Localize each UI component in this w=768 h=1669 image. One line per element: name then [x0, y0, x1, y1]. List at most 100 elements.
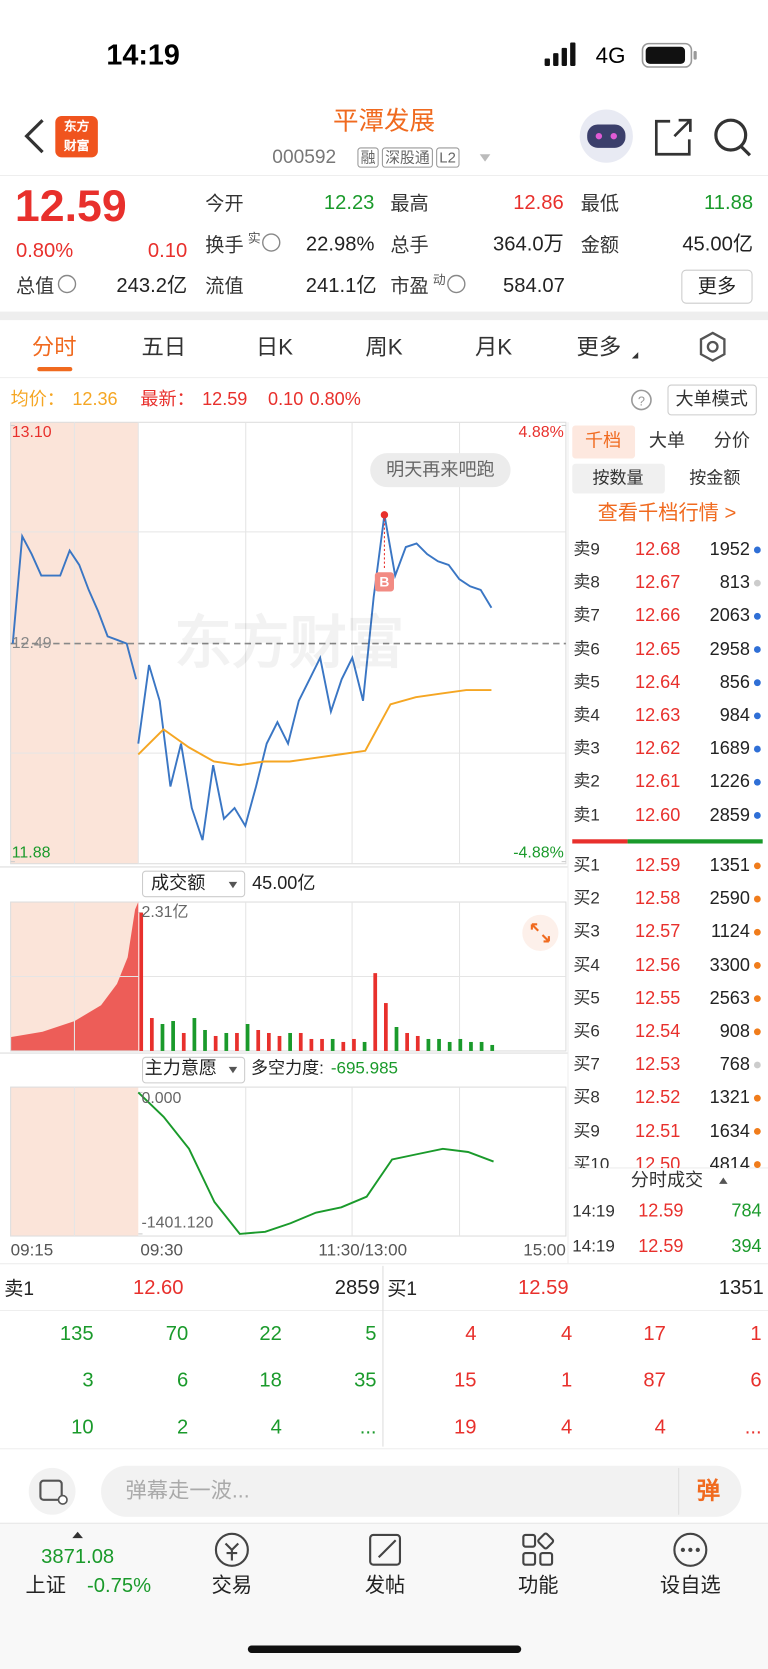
index-name[interactable]: 上证	[25, 1574, 66, 1598]
y2-tick-label: -4.88%	[513, 843, 564, 862]
nav-item[interactable]: 功能	[518, 1574, 559, 1598]
depth-price: 12.58	[635, 888, 681, 909]
depth-price: 12.63	[635, 705, 681, 726]
buy-volume: 1351	[718, 1277, 764, 1300]
depth-dot	[753, 712, 761, 720]
nav-icons[interactable]	[214, 1532, 708, 1567]
nav-item[interactable]: 交易	[211, 1574, 253, 1598]
depth-subtab[interactable]: 按数量	[592, 469, 644, 488]
dropdown-arrow	[228, 1066, 238, 1074]
collapse-arrow[interactable]	[719, 1177, 728, 1184]
volume-bar	[426, 1038, 431, 1051]
depth-dot	[753, 962, 761, 969]
depth-volume: 2563	[709, 987, 750, 1008]
comment-input[interactable]	[101, 1465, 742, 1517]
depth-price: 12.62	[635, 738, 681, 759]
volume-bar	[181, 1032, 186, 1051]
avatar[interactable]	[579, 109, 633, 163]
settings-icon[interactable]	[699, 331, 726, 362]
volume-bar	[469, 1041, 473, 1051]
sell-volume: 2859	[334, 1277, 380, 1300]
tab[interactable]: 月K	[474, 335, 513, 360]
stat-sup: 实	[247, 230, 261, 246]
x-tick-label: 15:00	[523, 1241, 566, 1260]
depth-label: 买5	[573, 989, 600, 1008]
queue-cell: 4	[561, 1416, 573, 1439]
bubble[interactable]	[370, 453, 511, 488]
comment-placeholder[interactable]: 弹幕走一波...	[125, 1479, 250, 1504]
logo-text: 东方	[63, 118, 90, 134]
tab[interactable]: 五日	[141, 335, 187, 360]
expand-arrow[interactable]	[72, 1531, 83, 1539]
depth-label: 卖4	[573, 706, 600, 725]
stat-value: 22.98%	[305, 233, 375, 256]
expand-icon[interactable]	[522, 914, 559, 951]
logo[interactable]	[55, 115, 98, 158]
depth-label: 卖7	[573, 607, 600, 626]
network: 4G	[595, 44, 626, 69]
index-value[interactable]: 3871.08	[41, 1546, 115, 1569]
force-label[interactable]: 主力意愿	[144, 1058, 217, 1079]
depth-volume: 4814	[709, 1153, 750, 1168]
depth-label: 卖3	[573, 739, 600, 758]
volume-selector[interactable]	[142, 870, 246, 898]
queue-cell: 17	[643, 1322, 666, 1346]
nav-item[interactable]: 发帖	[364, 1574, 406, 1598]
tag: 深股通	[381, 147, 433, 168]
tab-active[interactable]	[572, 425, 636, 459]
more-button[interactable]	[681, 269, 753, 304]
share-icon[interactable]	[654, 118, 692, 156]
depth-price: 12.54	[635, 1020, 681, 1042]
depth-price: 12.50	[635, 1153, 681, 1168]
queue-cell: 5	[365, 1322, 377, 1346]
volume-bar	[149, 1018, 154, 1051]
danmaku-button[interactable]: 弹	[696, 1477, 721, 1504]
more-button-text[interactable]: 更多	[697, 275, 737, 297]
help-icon[interactable]	[631, 389, 652, 411]
comment-icon[interactable]	[28, 1467, 76, 1515]
clock: 14:19	[106, 39, 180, 72]
mode-button-text[interactable]: 大单模式	[675, 389, 748, 410]
tab[interactable]: 分时	[31, 335, 77, 360]
depth-volume: 813	[719, 572, 750, 593]
volume-label[interactable]: 成交额	[151, 873, 206, 894]
depth-link[interactable]: 查看千档行情 >	[597, 502, 737, 526]
search-icon[interactable]	[714, 118, 752, 157]
tab[interactable]: 日K	[255, 335, 294, 360]
subtab-active[interactable]	[572, 463, 665, 494]
queue-cell: 15	[454, 1369, 477, 1392]
auction-price-line	[11, 533, 138, 680]
depth-tab[interactable]: 千档	[585, 430, 622, 451]
nav-item[interactable]: 设自选	[660, 1574, 721, 1598]
avg-price: 12.36	[72, 389, 118, 410]
dropdown-arrow	[228, 881, 238, 889]
depth-tab[interactable]: 大单	[648, 430, 686, 451]
index-change[interactable]: -0.75%	[87, 1574, 152, 1598]
back-icon[interactable]	[24, 119, 44, 154]
force-selector[interactable]	[142, 1056, 246, 1084]
depth-volume: 2063	[709, 605, 750, 626]
x-tick-label: 11:30/13:00	[318, 1241, 408, 1260]
tab[interactable]: 周K	[365, 335, 403, 360]
stat-value: 45.00亿	[682, 233, 754, 256]
depth-volume: 2859	[709, 804, 750, 825]
depth-subtab[interactable]: 按金额	[689, 469, 741, 488]
tab[interactable]: 更多	[576, 335, 622, 360]
volume-bar	[437, 1038, 441, 1051]
stat-label: 换手	[205, 234, 244, 256]
dropdown-arrow[interactable]	[479, 154, 491, 162]
mode-button[interactable]	[667, 384, 757, 416]
depth-tab[interactable]: 分价	[713, 430, 750, 451]
price: 12.59	[14, 180, 127, 231]
bid-bar	[627, 839, 763, 844]
queue-cell: 22	[259, 1322, 282, 1346]
stat-value: 11.88	[704, 192, 754, 215]
depth-dot	[753, 579, 761, 587]
bubble-text[interactable]: 明天再来吧跑	[386, 459, 495, 480]
strength-value: -695.985	[330, 1059, 399, 1078]
queue-cell: 1	[561, 1369, 573, 1392]
queue-cell: 1	[750, 1322, 762, 1346]
